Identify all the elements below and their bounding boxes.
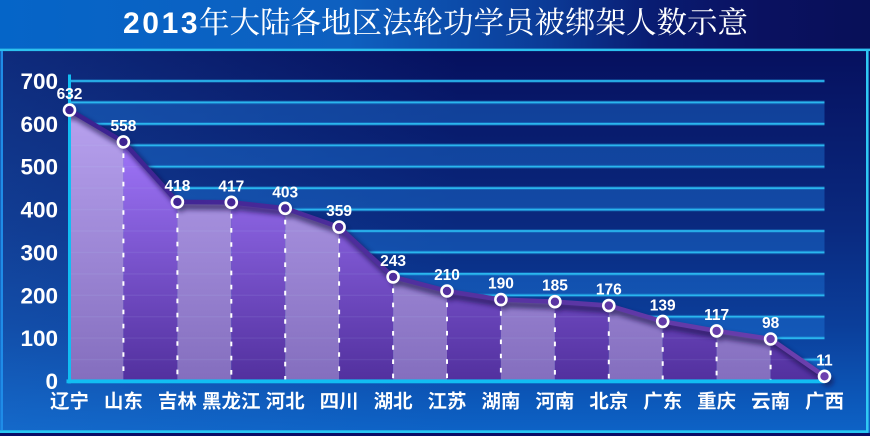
svg-text:558: 558 (110, 118, 136, 135)
svg-text:632: 632 (57, 86, 83, 103)
svg-text:117: 117 (704, 307, 729, 324)
svg-text:500: 500 (20, 155, 58, 180)
svg-text:2013: 2013 (123, 7, 200, 40)
svg-text:417: 417 (218, 178, 244, 195)
svg-text:190: 190 (488, 276, 514, 293)
svg-text:359: 359 (326, 203, 352, 220)
svg-text:11: 11 (816, 352, 833, 369)
svg-text:0: 0 (45, 369, 58, 394)
svg-text:600: 600 (20, 112, 58, 137)
svg-text:139: 139 (650, 297, 676, 314)
svg-text:243: 243 (380, 253, 406, 270)
svg-text:400: 400 (20, 198, 58, 223)
svg-text:200: 200 (20, 283, 58, 308)
svg-text:100: 100 (20, 326, 58, 351)
svg-text:210: 210 (434, 267, 460, 284)
svg-text:98: 98 (762, 315, 780, 332)
svg-text:403: 403 (272, 184, 298, 201)
svg-text:176: 176 (596, 282, 622, 299)
svg-text:300: 300 (20, 240, 58, 265)
svg-text:185: 185 (542, 278, 568, 295)
svg-text:700: 700 (20, 69, 58, 94)
svg-text:418: 418 (164, 178, 190, 195)
